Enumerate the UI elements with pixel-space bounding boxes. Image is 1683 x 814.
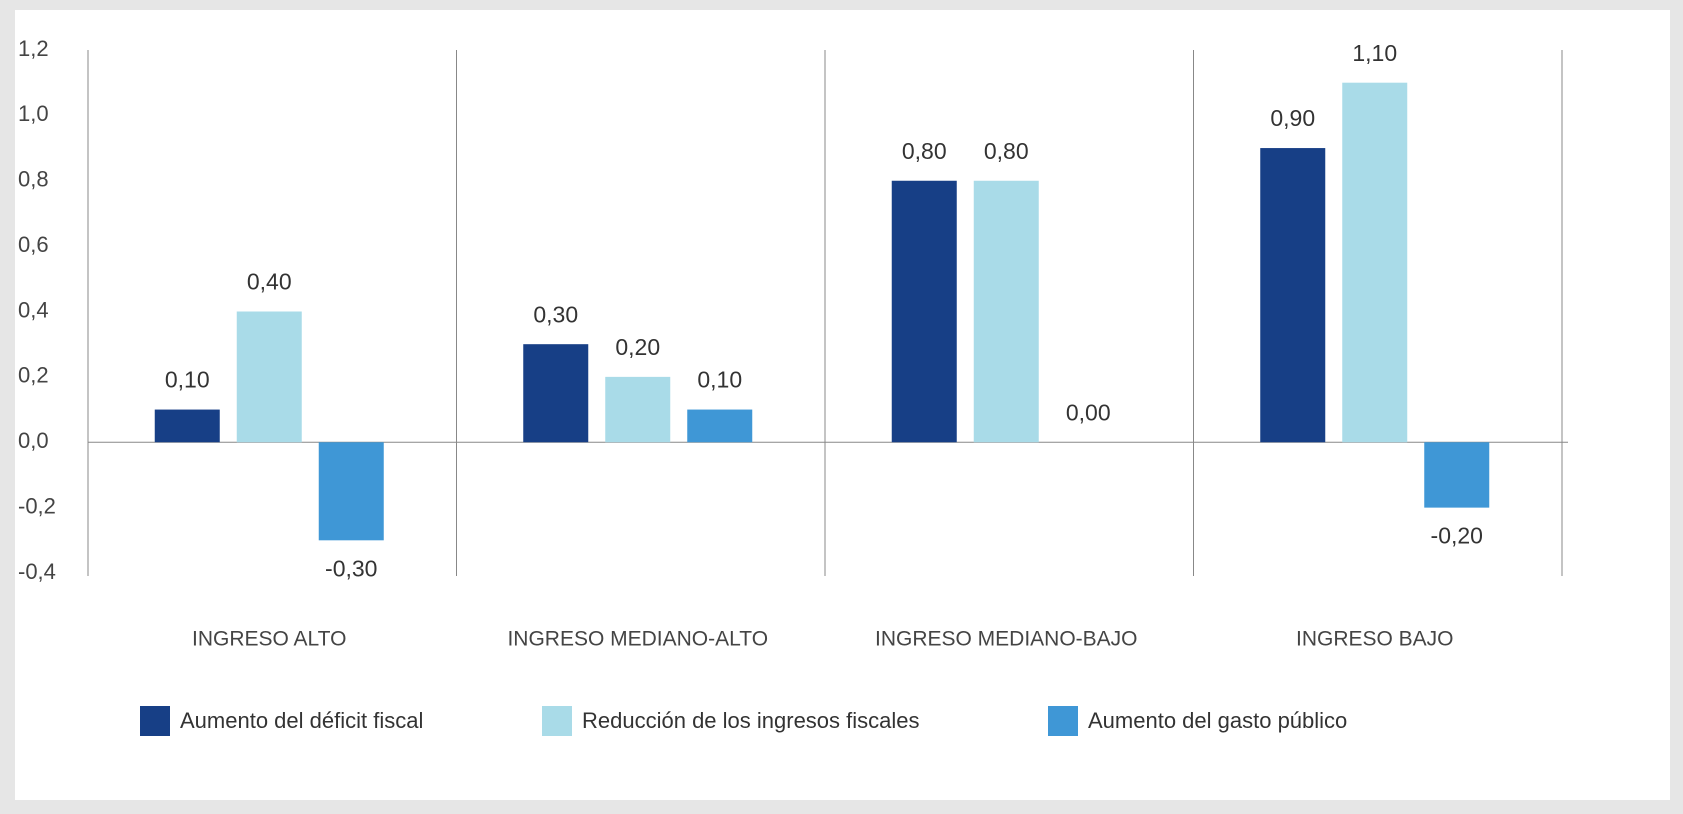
- bar: [1342, 82, 1408, 443]
- bar: [318, 442, 384, 541]
- bar: [973, 180, 1039, 443]
- data-label: 0,10: [165, 367, 210, 393]
- x-tick-label: INGRESO ALTO: [192, 628, 346, 651]
- y-tick-label: 0,2: [18, 363, 49, 388]
- bar: [154, 409, 220, 443]
- bar: [1424, 442, 1490, 508]
- data-label: 0,80: [984, 138, 1029, 164]
- data-label: 0,40: [247, 269, 292, 295]
- data-label: 0,10: [697, 367, 742, 393]
- y-tick-label: 0,4: [18, 297, 49, 322]
- data-label: 0,00: [1066, 399, 1111, 425]
- y-tick-label: 1,2: [18, 36, 49, 61]
- legend-label: Aumento del gasto público: [1088, 708, 1347, 733]
- bar: [1260, 148, 1326, 443]
- legend-label: Aumento del déficit fiscal: [180, 708, 423, 733]
- data-label: 0,80: [902, 138, 947, 164]
- legend-label: Reducción de los ingresos fiscales: [582, 708, 920, 733]
- y-tick-label: 1,0: [18, 101, 49, 126]
- x-tick-label: INGRESO BAJO: [1296, 628, 1454, 651]
- data-label: -0,20: [1431, 523, 1483, 549]
- data-label: 1,10: [1352, 40, 1397, 66]
- legend-swatch: [1048, 706, 1078, 736]
- data-label: -0,30: [325, 555, 377, 581]
- y-tick-label: -0,4: [18, 559, 56, 584]
- y-tick-label: 0,6: [18, 232, 49, 257]
- bar: [605, 376, 671, 443]
- legend-swatch: [542, 706, 572, 736]
- data-label: 0,20: [615, 334, 660, 360]
- bar: [523, 344, 589, 443]
- y-tick-label: 0,0: [18, 428, 49, 453]
- legend-swatch: [140, 706, 170, 736]
- x-tick-label: INGRESO MEDIANO-ALTO: [507, 628, 768, 651]
- data-label: 0,90: [1270, 105, 1315, 131]
- y-tick-label: -0,2: [18, 493, 56, 518]
- bar: [891, 180, 957, 443]
- bar: [687, 409, 753, 443]
- x-tick-label: INGRESO MEDIANO-BAJO: [875, 628, 1138, 651]
- data-label: 0,30: [533, 301, 578, 327]
- y-tick-label: 0,8: [18, 167, 49, 192]
- bar: [236, 311, 302, 443]
